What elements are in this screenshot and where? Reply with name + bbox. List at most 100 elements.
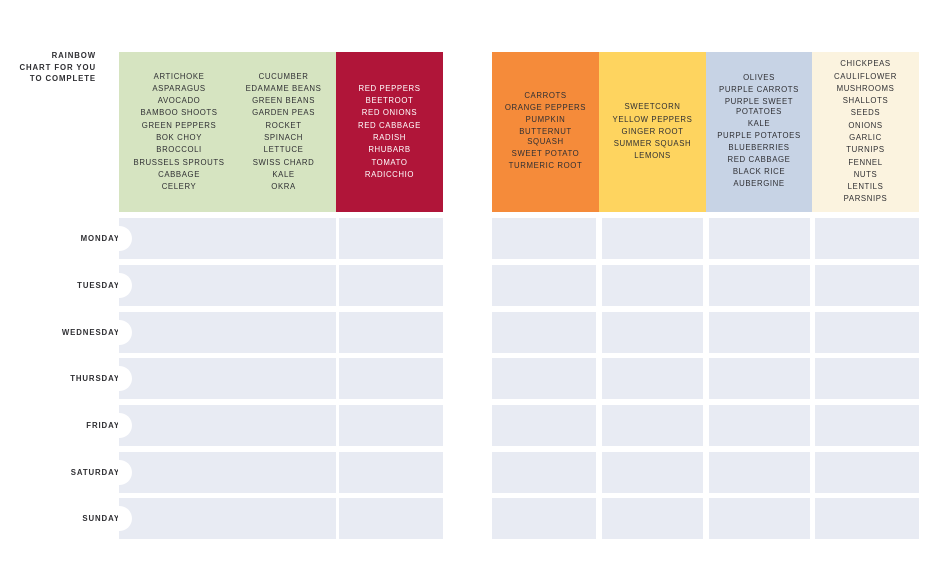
day-entry-cell[interactable] bbox=[815, 312, 919, 353]
day-entry-cell[interactable] bbox=[339, 452, 443, 493]
vegetable-item: GARLIC bbox=[849, 133, 882, 142]
vegetable-item: FENNEL bbox=[848, 157, 883, 167]
day-entry-cell[interactable] bbox=[602, 498, 703, 539]
vegetable-item: GREEN BEANS bbox=[252, 96, 315, 106]
vegetable-item: CARROTS bbox=[524, 91, 567, 100]
row-tab-notch bbox=[118, 273, 132, 298]
vegetable-item: AVOCADO bbox=[157, 96, 201, 106]
day-label: FRIDAY bbox=[0, 405, 120, 446]
day-entry-cell[interactable] bbox=[492, 358, 596, 399]
row-tab-notch bbox=[118, 506, 132, 531]
day-entry-cell[interactable] bbox=[492, 312, 596, 353]
row-tab-notch bbox=[118, 460, 132, 485]
day-entry-cell[interactable] bbox=[119, 265, 336, 306]
day-entry-cell[interactable] bbox=[815, 265, 919, 306]
vegetable-item: SPINACH bbox=[264, 133, 303, 142]
day-entry-cell[interactable] bbox=[602, 452, 703, 493]
day-entry-cell[interactable] bbox=[339, 358, 443, 399]
vegetable-item: CAULIFLOWER bbox=[834, 71, 897, 81]
green-list-right: CUCUMBER EDAMAME BEANS GREEN BEANS GARDEN P… bbox=[246, 71, 322, 194]
day-entry-cell[interactable] bbox=[119, 405, 336, 446]
vegetable-item: EDAMAME BEANS bbox=[245, 83, 322, 93]
vegetable-item: BROCCOLI bbox=[156, 145, 202, 155]
vegetable-item: ARTICHOKE bbox=[153, 71, 205, 81]
day-entry-cell[interactable] bbox=[602, 358, 703, 399]
day-entry-cell[interactable] bbox=[815, 498, 919, 539]
day-entry-cell[interactable] bbox=[709, 452, 810, 493]
day-entry-cell[interactable] bbox=[492, 265, 596, 306]
row-tab-notch bbox=[118, 320, 132, 345]
day-entry-cell[interactable] bbox=[492, 405, 596, 446]
vegetable-item: OLIVES bbox=[743, 73, 775, 82]
vegetable-item: NUTS bbox=[853, 169, 878, 179]
day-entry-cell[interactable] bbox=[815, 405, 919, 446]
white-column-header: CHICKPEAS CAULIFLOWER MUSHROOMS SHALLOTS SEE… bbox=[812, 52, 919, 212]
row-tab-notch bbox=[118, 413, 132, 438]
vegetable-item: TURMERIC ROOT bbox=[508, 161, 583, 170]
day-label-text: SUNDAY bbox=[82, 514, 120, 523]
vegetable-item: SUMMER SQUASH bbox=[613, 139, 692, 149]
vegetable-item: PARSNIPS bbox=[843, 194, 888, 204]
vegetable-item: LETTUCE bbox=[263, 145, 304, 155]
day-label: MONDAY bbox=[0, 218, 120, 259]
vegetable-item: RADISH bbox=[372, 133, 407, 142]
day-label: TUESDAY bbox=[0, 265, 120, 306]
vegetable-item: CELERY bbox=[161, 182, 197, 192]
day-entry-cell[interactable] bbox=[709, 498, 810, 539]
day-entry-cell[interactable] bbox=[119, 358, 336, 399]
day-label-text: SATURDAY bbox=[70, 468, 120, 477]
day-entry-cell[interactable] bbox=[709, 405, 810, 446]
day-entry-cell[interactable] bbox=[602, 265, 703, 306]
vegetable-item: ROCKET bbox=[265, 120, 302, 130]
day-entry-cell[interactable] bbox=[492, 218, 596, 259]
day-entry-cell[interactable] bbox=[119, 218, 336, 259]
day-entry-cell[interactable] bbox=[709, 218, 810, 259]
vegetable-item: RED CABBAGE bbox=[727, 155, 791, 164]
vegetable-item: BEETROOT bbox=[365, 96, 414, 106]
vegetable-item: KALE bbox=[272, 169, 295, 179]
green-list-left: ARTICHOKE ASPARAGUS AVOCADO BAMBOO SHOOTS GR… bbox=[134, 71, 225, 194]
day-label-text: WEDNESDAY bbox=[61, 328, 120, 337]
day-entry-cell[interactable] bbox=[815, 452, 919, 493]
day-entry-cell[interactable] bbox=[339, 498, 443, 539]
day-entry-cell[interactable] bbox=[339, 405, 443, 446]
day-entry-cell[interactable] bbox=[339, 218, 443, 259]
vegetable-item: OKRA bbox=[271, 182, 296, 192]
vegetable-item: GREEN PEPPERS bbox=[141, 120, 217, 130]
vegetable-item: CUCUMBER bbox=[258, 71, 309, 81]
vegetable-item: TOMATO bbox=[371, 157, 408, 167]
day-entry-cell[interactable] bbox=[119, 452, 336, 493]
day-entry-cell[interactable] bbox=[602, 218, 703, 259]
vegetable-item: BLACK RICE bbox=[732, 167, 786, 176]
day-entry-cell[interactable] bbox=[709, 358, 810, 399]
vegetable-item: RADICCHIO bbox=[364, 169, 415, 179]
day-entry-cell[interactable] bbox=[709, 312, 810, 353]
vegetable-item: CABBAGE bbox=[158, 169, 200, 179]
vegetable-item: YELLOW PEPPERS bbox=[612, 114, 693, 124]
vegetable-item: TURNIPS bbox=[846, 145, 885, 155]
day-entry-cell[interactable] bbox=[339, 312, 443, 353]
red-column-header: RED PEPPERS BEETROOT RED ONIONS RED CABBAGE… bbox=[336, 52, 443, 212]
day-entry-cell[interactable] bbox=[815, 218, 919, 259]
day-entry-cell[interactable] bbox=[492, 498, 596, 539]
vegetable-item: SWISS CHARD bbox=[252, 157, 315, 167]
day-label: SATURDAY bbox=[0, 452, 120, 493]
row-tab-notch bbox=[118, 226, 132, 251]
vegetable-item: SEEDS bbox=[850, 108, 881, 118]
day-entry-cell[interactable] bbox=[492, 452, 596, 493]
vegetable-item: ONIONS bbox=[848, 120, 883, 130]
row-tab-notch bbox=[118, 366, 132, 391]
vegetable-item: BOK CHOY bbox=[156, 133, 203, 142]
green-column-header: ARTICHOKE ASPARAGUS AVOCADO BAMBOO SHOOTS GR… bbox=[119, 52, 336, 212]
vegetable-item: BAMBOO SHOOTS bbox=[140, 108, 218, 118]
day-label: WEDNESDAY bbox=[0, 312, 120, 353]
day-entry-cell[interactable] bbox=[709, 265, 810, 306]
day-entry-cell[interactable] bbox=[815, 358, 919, 399]
day-entry-cell[interactable] bbox=[119, 498, 336, 539]
day-label-text: MONDAY bbox=[80, 234, 120, 243]
day-entry-cell[interactable] bbox=[602, 405, 703, 446]
vegetable-item: GINGER ROOT bbox=[621, 126, 684, 136]
day-entry-cell[interactable] bbox=[339, 265, 443, 306]
day-entry-cell[interactable] bbox=[602, 312, 703, 353]
day-entry-cell[interactable] bbox=[119, 312, 336, 353]
